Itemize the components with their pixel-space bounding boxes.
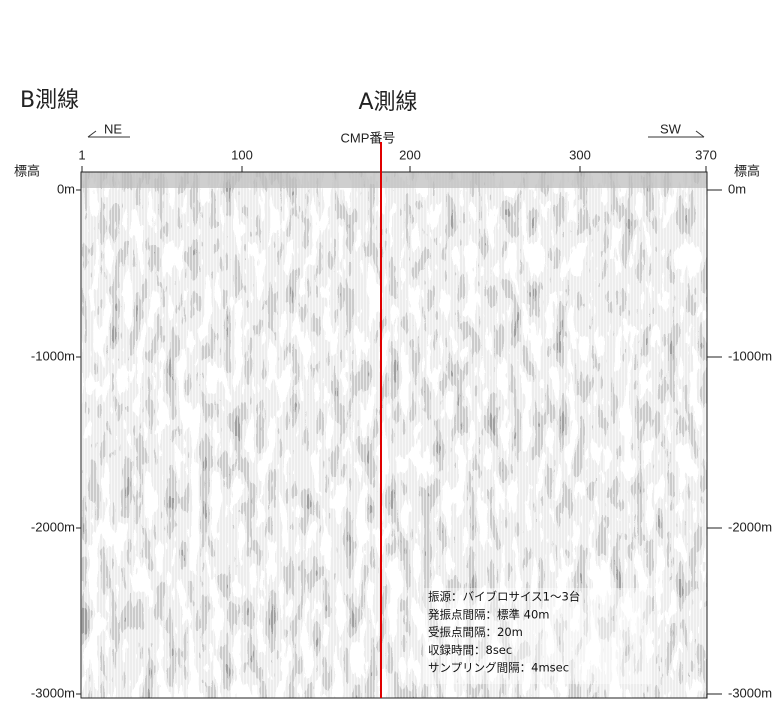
note-line: 発振点間隔：標準 40m (428, 607, 550, 621)
right-tick-label: -2000m (728, 519, 772, 534)
top-tick-label: 100 (231, 147, 253, 162)
note-line: 収録時間：8sec (428, 643, 512, 657)
right-tick-label: -3000m (728, 685, 772, 700)
top-tick-label: 300 (569, 147, 591, 162)
left-tick-label: -2000m (31, 519, 75, 534)
top-tick-label: 200 (399, 147, 421, 162)
top-tick-label: 1 (78, 147, 85, 162)
left-axis-label: 標高 (14, 163, 40, 178)
note-line: 受振点間隔：20m (428, 625, 523, 639)
title-left: B測線 (20, 88, 79, 113)
note-box (424, 588, 652, 684)
left-tick-label: -3000m (31, 685, 75, 700)
frame (80, 171, 708, 699)
arrow-sw-head (695, 130, 705, 138)
top-axis-label: CMP番号 (341, 130, 396, 145)
direction-sw: SW (660, 121, 682, 136)
arrow-ne-head (87, 130, 97, 138)
right-tick-label: 0m (728, 181, 746, 196)
note-line: 振源：バイブロサイス1～3台 (428, 590, 580, 604)
surface-band (81, 172, 707, 188)
left-tick-label: 0m (57, 181, 75, 196)
right-tick-label: -1000m (728, 348, 772, 363)
direction-ne: NE (104, 121, 122, 136)
top-tick-label: 370 (695, 147, 717, 162)
traces (81, 172, 707, 698)
left-tick-label: -1000m (31, 348, 75, 363)
note-line: サンプリング間隔：4msec (428, 661, 569, 675)
right-axis-label: 標高 (734, 163, 760, 178)
title-right: A測線 (358, 90, 417, 115)
